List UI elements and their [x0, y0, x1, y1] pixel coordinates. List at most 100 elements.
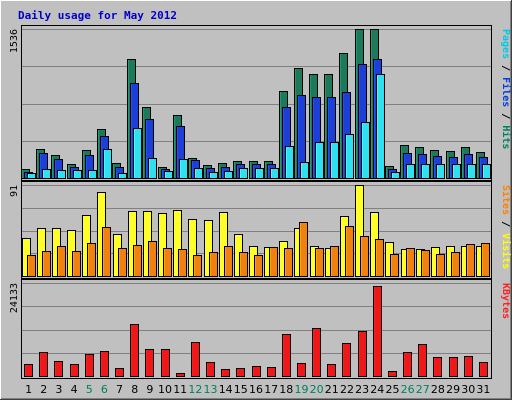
- x-tick-label: 14: [219, 383, 233, 396]
- bar-sites-day-8: [133, 245, 142, 277]
- bar-pages-day-30: [467, 164, 476, 179]
- bar-visits-day-10: [158, 213, 167, 277]
- bar-sites-day-22: [345, 226, 354, 277]
- x-tick-label: 2: [40, 383, 47, 396]
- bar-sites-day-24: [375, 239, 384, 277]
- bar-kbytes-day-28: [433, 357, 442, 377]
- bar-sites-day-3: [57, 246, 66, 277]
- bar-kbytes-day-21: [327, 364, 336, 377]
- bar-kbytes-day-30: [464, 356, 473, 377]
- bar-pages-day-28: [436, 164, 445, 179]
- bar-visits-day-8: [128, 211, 137, 277]
- bar-pages-day-16: [255, 168, 264, 179]
- bar-pages-day-9: [148, 158, 157, 179]
- bar-pages-day-13: [209, 172, 218, 179]
- bar-pages-day-23: [361, 122, 370, 179]
- bar-visits-day-14: [219, 212, 228, 277]
- panel-hits: 1536 Pages / Files / Hits: [9, 25, 512, 181]
- bar-sites-day-2: [42, 251, 51, 277]
- bar-sites-day-7: [118, 248, 127, 277]
- x-tick-label: 4: [71, 383, 78, 396]
- bar-sites-day-25: [390, 254, 399, 277]
- bar-sites-day-4: [72, 251, 81, 277]
- x-tick-label: 18: [279, 383, 293, 396]
- bar-sites-day-20: [315, 248, 324, 277]
- x-tick-label: 21: [325, 383, 339, 396]
- bar-kbytes-day-7: [115, 368, 124, 377]
- bar-visits-day-12: [188, 219, 197, 277]
- series-pages: [27, 74, 491, 179]
- bar-sites-day-10: [163, 248, 172, 277]
- x-tick-label: 28: [431, 383, 445, 396]
- panel-visits-max-label: 91: [9, 185, 20, 197]
- x-tick-label: 10: [158, 383, 172, 396]
- bar-kbytes-day-25: [388, 371, 397, 377]
- bar-pages-day-15: [239, 168, 248, 179]
- bar-sites-day-13: [209, 252, 218, 277]
- bar-kbytes-day-10: [161, 349, 170, 377]
- panel-hits-max-label: 1536: [9, 29, 20, 53]
- bar-pages-day-25: [391, 172, 400, 179]
- bar-kbytes-day-27: [418, 344, 427, 377]
- panel-visits: 91 Sites / Visits: [9, 181, 512, 279]
- bar-kbytes-day-18: [282, 334, 291, 377]
- bar-kbytes-day-20: [312, 328, 321, 377]
- bar-pages-day-20: [315, 142, 324, 179]
- x-tick-label: 13: [204, 383, 218, 396]
- panel-kbytes-max-label: 24133: [9, 283, 20, 313]
- bar-sites-day-29: [451, 252, 460, 277]
- bar-kbytes-day-22: [342, 343, 351, 377]
- bar-kbytes-day-29: [449, 357, 458, 377]
- bar-visits-day-13: [204, 220, 213, 277]
- bar-kbytes-day-11: [176, 373, 185, 377]
- bar-pages-day-8: [133, 128, 142, 179]
- bar-pages-day-22: [345, 134, 354, 179]
- chart-title: Daily usage for May 2012: [18, 9, 177, 22]
- x-tick-label: 29: [446, 383, 460, 396]
- bar-visits-day-11: [173, 210, 182, 277]
- bar-pages-day-27: [421, 164, 430, 179]
- bar-sites-day-1: [27, 255, 36, 277]
- panel-kbytes-background: [21, 279, 492, 379]
- bar-kbytes-day-12: [191, 342, 200, 377]
- bar-pages-day-17: [270, 168, 279, 179]
- panel-kbytes: 24133 KBytes: [9, 279, 511, 379]
- bar-pages-day-10: [164, 171, 173, 179]
- x-tick-label: 22: [340, 383, 354, 396]
- bar-kbytes-day-9: [145, 349, 154, 377]
- bar-pages-day-31: [482, 164, 491, 179]
- x-tick-label: 11: [173, 383, 187, 396]
- x-tick-label: 3: [55, 383, 62, 396]
- bar-kbytes-day-6: [100, 351, 109, 377]
- x-tick-label: 27: [416, 383, 430, 396]
- bar-kbytes-day-1: [24, 364, 33, 377]
- bar-kbytes-day-16: [252, 366, 261, 377]
- bar-kbytes-day-15: [236, 368, 245, 377]
- bar-sites-day-31: [481, 243, 490, 277]
- bar-kbytes-day-4: [70, 364, 79, 377]
- bar-pages-day-29: [452, 164, 461, 179]
- bar-pages-day-19: [300, 162, 309, 179]
- x-tick-label: 9: [146, 383, 153, 396]
- bar-visits-day-23: [355, 185, 364, 277]
- bar-pages-day-24: [376, 74, 385, 179]
- x-tick-label: 24: [370, 383, 384, 396]
- x-tick-label: 23: [355, 383, 369, 396]
- bar-sites-day-18: [284, 248, 293, 277]
- x-tick-label: 5: [86, 383, 93, 396]
- bar-kbytes-day-8: [130, 324, 139, 377]
- bar-sites-day-23: [360, 236, 369, 277]
- bar-sites-day-28: [436, 254, 445, 277]
- bar-pages-day-4: [73, 170, 82, 179]
- bar-sites-day-19: [299, 222, 308, 277]
- bar-pages-day-5: [88, 170, 97, 179]
- bar-pages-day-14: [224, 171, 233, 179]
- x-tick-label: 15: [234, 383, 248, 396]
- bar-pages-day-18: [285, 146, 294, 179]
- bar-pages-day-12: [194, 168, 203, 179]
- bar-kbytes-day-14: [221, 369, 230, 377]
- bar-sites-day-6: [102, 227, 111, 277]
- bar-sites-day-16: [254, 255, 263, 277]
- bar-pages-day-1: [27, 173, 36, 179]
- bar-sites-day-17: [269, 247, 278, 277]
